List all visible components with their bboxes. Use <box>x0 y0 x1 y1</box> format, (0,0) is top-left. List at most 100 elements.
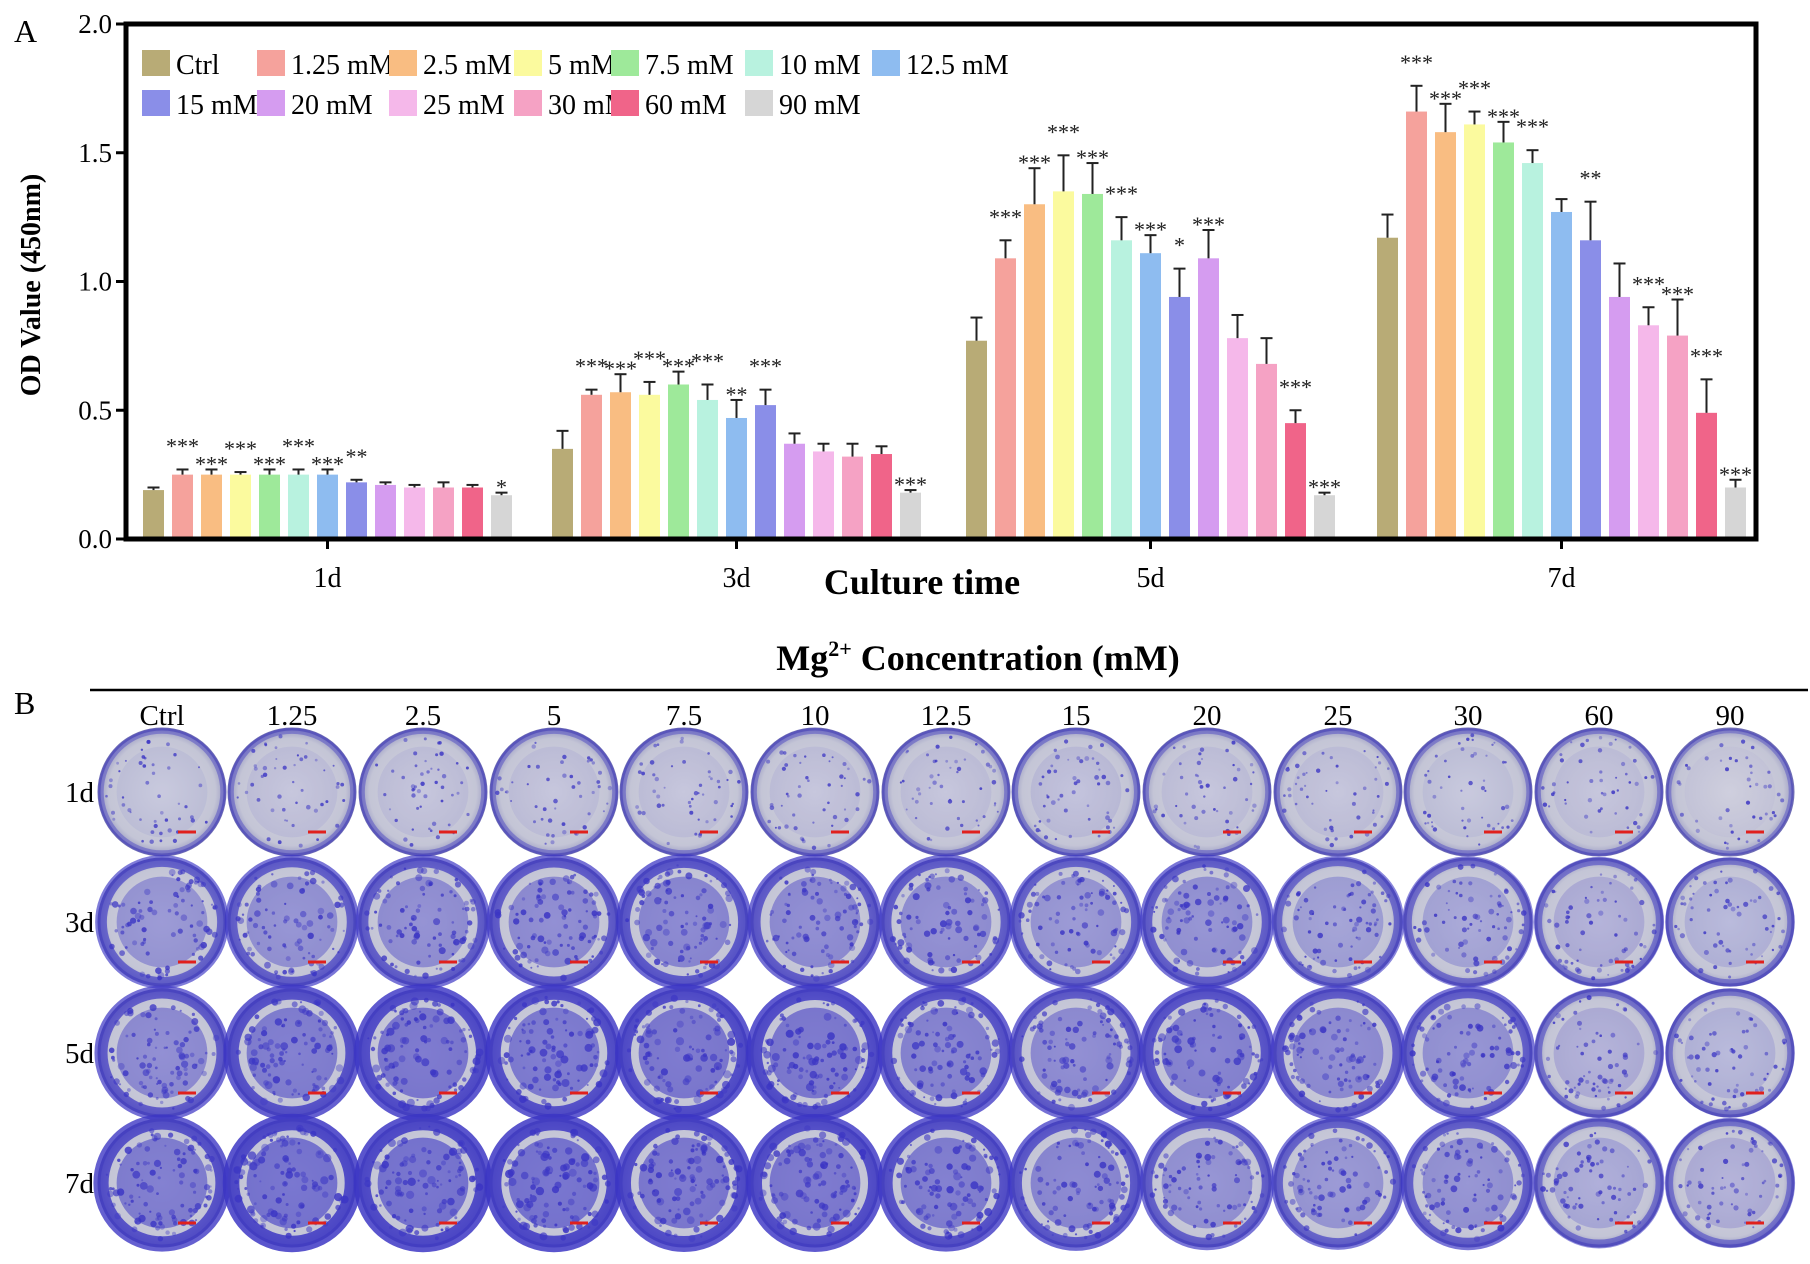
stain-spot <box>1043 835 1049 840</box>
stain-spot <box>401 1037 410 1045</box>
stain-spot <box>639 762 643 766</box>
stain-spot <box>1362 1008 1369 1016</box>
stain-spot <box>1199 785 1204 789</box>
stain-spot <box>926 753 929 757</box>
bar <box>966 340 987 539</box>
stain-spot <box>819 1131 827 1139</box>
stain-spot <box>440 785 445 790</box>
stain-spot <box>707 1141 712 1146</box>
stain-spot <box>904 1016 908 1020</box>
stain-spot <box>1213 808 1216 811</box>
stain-spot <box>705 1087 708 1091</box>
stain-spot <box>943 901 950 909</box>
stain-spot <box>1211 1186 1217 1192</box>
stain-spot <box>172 838 177 844</box>
stain-spot <box>560 1235 566 1241</box>
stain-spot <box>206 1195 212 1201</box>
stain-spot <box>1597 1074 1603 1080</box>
stain-spot <box>121 902 126 907</box>
stain-spot <box>1653 1050 1659 1056</box>
stain-spot <box>1061 1181 1068 1188</box>
stain-spot <box>534 958 539 963</box>
stain-spot <box>714 1179 720 1184</box>
stain-spot <box>1167 1209 1175 1217</box>
stain-spot <box>1199 747 1205 752</box>
stain-spot <box>173 1040 179 1046</box>
stain-spot <box>604 1060 610 1066</box>
stain-spot <box>983 1148 986 1151</box>
stain-spot <box>497 1056 506 1065</box>
stain-spot <box>1715 1069 1719 1073</box>
stain-spot <box>149 839 154 844</box>
stain-spot <box>1076 756 1081 761</box>
significance-label: *** <box>1308 475 1341 500</box>
stain-spot <box>1063 1062 1070 1069</box>
stain-spot <box>411 1226 415 1229</box>
stain-spot <box>1548 805 1551 808</box>
culture-dish <box>615 984 753 1122</box>
stain-spot <box>814 1198 820 1204</box>
row-label: 7d <box>65 1168 95 1200</box>
stain-spot <box>1236 767 1241 772</box>
stain-spot <box>443 1153 450 1161</box>
stain-spot <box>1321 751 1325 755</box>
stain-spot <box>783 1157 791 1165</box>
stain-spot <box>1732 1094 1737 1099</box>
stain-spot <box>519 1221 528 1231</box>
stain-spot <box>1743 901 1749 907</box>
stain-spot <box>1224 867 1230 872</box>
stain-spot <box>1285 1049 1291 1056</box>
stain-spot <box>119 1163 122 1166</box>
dish-well <box>1011 727 1141 857</box>
stain-spot <box>1105 894 1111 900</box>
stain-spot <box>1050 800 1056 805</box>
legend-swatch <box>389 90 417 116</box>
stain-spot <box>240 1154 247 1160</box>
stain-spot <box>705 1219 708 1222</box>
bar <box>172 474 193 539</box>
stain-spot <box>1018 919 1022 923</box>
stain-spot <box>1071 1181 1078 1188</box>
stain-spot <box>1092 1206 1097 1212</box>
stain-spot <box>834 889 838 894</box>
stain-spot <box>956 1040 964 1048</box>
stain-spot <box>566 943 570 947</box>
stain-spot <box>784 824 789 829</box>
stain-spot <box>1094 1185 1097 1189</box>
stain-spot <box>811 1089 815 1093</box>
stain-spot <box>1621 761 1626 767</box>
stain-spot <box>401 1137 408 1144</box>
stain-spot <box>544 950 551 957</box>
stain-spot <box>555 1017 559 1021</box>
stain-spot <box>208 1189 213 1194</box>
stain-spot <box>551 1045 556 1050</box>
stain-spot <box>839 1043 847 1051</box>
stain-spot <box>785 941 789 945</box>
stain-spot <box>1169 1184 1172 1187</box>
stain-spot <box>138 1212 141 1215</box>
culture-dish <box>1533 1117 1665 1249</box>
stain-spot <box>265 1064 271 1069</box>
culture-dish <box>881 727 1011 857</box>
stain-spot <box>321 1086 326 1091</box>
stain-spot <box>1610 1078 1614 1083</box>
stain-spot <box>932 759 937 764</box>
stain-spot <box>381 955 388 962</box>
stain-spot <box>583 889 588 894</box>
stain-spot <box>693 1130 700 1137</box>
stain-spot <box>798 925 802 929</box>
stain-spot <box>1711 1052 1717 1058</box>
stain-spot <box>1106 1017 1111 1023</box>
stain-spot <box>1235 1145 1239 1149</box>
stain-spot <box>1350 1053 1356 1058</box>
stain-spot <box>1711 1097 1715 1101</box>
stain-spot <box>403 867 407 870</box>
stain-spot <box>389 875 393 879</box>
stain-spot <box>970 1002 974 1006</box>
stain-spot <box>392 1021 400 1030</box>
stain-spot <box>1518 929 1524 935</box>
stain-spot <box>1183 892 1190 899</box>
stain-spot <box>577 781 581 785</box>
stain-spot <box>1562 964 1565 967</box>
stain-spot <box>771 1193 776 1199</box>
